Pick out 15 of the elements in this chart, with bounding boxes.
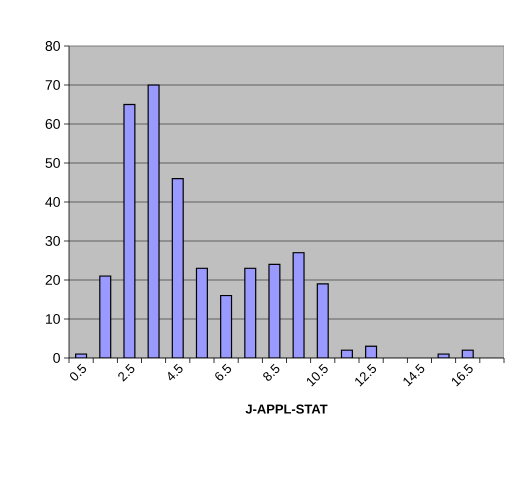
y-tick-label: 20 [46,275,60,285]
x-tick-label: 8.5 [263,364,280,381]
x-tick-label: 4.5 [168,364,183,380]
x-axis-title: J-APPL-STAT [246,404,328,414]
y-tick-label: 0 [53,353,60,363]
x-tick-label: 2.5 [118,364,134,382]
y-tick-label: 80 [46,41,60,51]
x-tick-label: 6.5 [215,364,232,380]
y-tick-label: 30 [46,236,60,246]
y-tick-label: 60 [46,119,60,129]
y-tick-label: 50 [46,158,60,168]
y-tick-label: 70 [46,80,60,90]
y-tick-label: 40 [45,197,60,207]
x-tick-label: 0.5 [70,364,86,381]
y-tick-label: 10 [46,314,60,324]
